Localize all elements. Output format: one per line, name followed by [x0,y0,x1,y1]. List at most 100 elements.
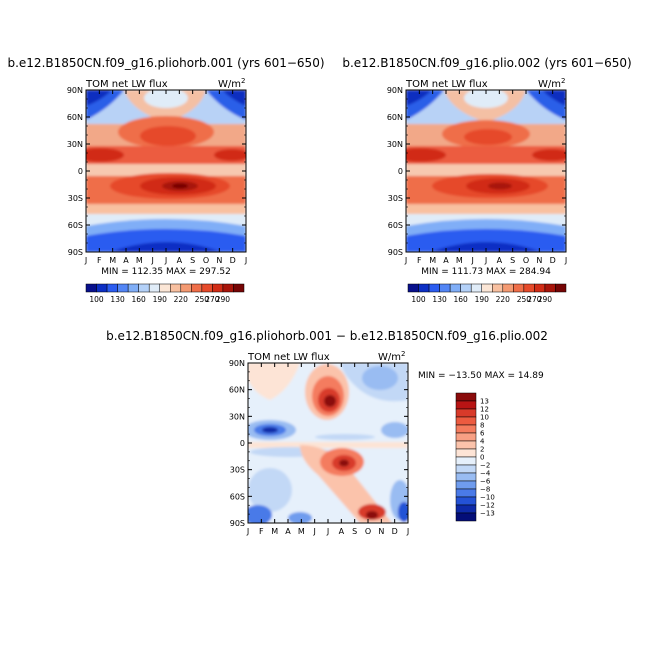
colorbar-label: 190 [475,295,490,304]
colorbar-swatch [96,283,108,293]
colorbar-swatch [513,283,525,293]
panel-subtitle: TOM net LW flux [405,79,488,90]
stats-text: MIN = 111.73 MAX = 284.94 [421,267,551,277]
colorbar-label: −8 [480,486,490,494]
colorbar-swatch [534,283,546,293]
colorbar-swatch [191,283,203,293]
units-label: W/m2 [218,77,245,90]
colorbar-swatch [460,283,472,293]
colorbar-swatch [180,283,192,293]
y-tick-label: 90S [388,248,403,257]
colorbar-swatch [502,283,514,293]
colorbar-swatch [455,392,477,402]
colorbar-swatch [148,283,160,293]
colorbar-label: 250 [195,295,210,304]
heatmap-field [86,90,246,252]
colorbar-swatch [212,283,224,293]
colorbar-label: 10 [480,414,489,422]
colorbar-swatch [170,283,182,293]
y-tick-label: 60N [387,113,403,122]
heatmap-field [248,363,408,523]
colorbar-label: 160 [132,295,147,304]
x-tick-label: O [523,256,529,265]
x-tick-label: N [378,527,384,536]
colorbar-swatch [455,496,477,506]
panel-subtitle: TOM net LW flux [247,352,330,363]
stats-text: MIN = 112.35 MAX = 297.52 [101,267,231,277]
x-tick-label: J [326,527,329,536]
y-tick-label: 30S [388,194,403,203]
x-tick-label: D [392,527,398,536]
colorbar-label: 12 [480,406,489,414]
colorbar-swatch [455,456,477,466]
colorbar-swatch [106,283,118,293]
x-tick-label: J [84,256,87,265]
panel-pliohorb: b.e12.B1850CN.f09_g16.pliohorb.001 (yrs … [7,56,324,304]
panel-title: b.e12.B1850CN.f09_g16.pliohorb.001 (yrs … [7,56,324,70]
x-tick-label: D [550,256,556,265]
x-tick-label: M [456,256,463,265]
y-tick-label: 90S [68,248,83,257]
units-label: W/m2 [378,350,405,363]
x-tick-label: J [150,256,153,265]
colorbar-swatch [201,283,213,293]
colorbar-label: −10 [480,494,495,502]
colorbar-label: 220 [496,295,511,304]
panel-title: b.e12.B1850CN.f09_g16.plio.002 (yrs 601−… [342,56,631,70]
y-tick-label: 30S [68,194,83,203]
x-tick-label: N [216,256,222,265]
y-tick-label: 60S [388,221,403,230]
y-tick-label: 30N [67,140,83,149]
colorbar-swatch [455,488,477,498]
colorbar-swatch [439,283,451,293]
colorbar-label: 160 [454,295,469,304]
x-tick-label: A [177,256,183,265]
colorbar-swatch [428,283,440,293]
colorbar-label: 190 [153,295,168,304]
x-tick-label: A [497,256,503,265]
x-tick-label: F [259,527,264,536]
panel-plio: b.e12.B1850CN.f09_g16.plio.002 (yrs 601−… [342,56,631,304]
colorbar-label: −6 [480,478,491,486]
colorbar-swatch [233,283,245,293]
stats-text: MIN = −13.50 MAX = 14.89 [418,371,544,381]
x-tick-label: J [470,256,473,265]
colorbar-swatch [455,400,477,410]
x-tick-label: M [136,256,143,265]
colorbar-label: 4 [480,438,485,446]
x-tick-label: J [164,256,167,265]
x-tick-label: F [417,256,422,265]
x-tick-label: F [97,256,102,265]
colorbar-swatch [455,512,477,522]
colorbar-label: −2 [480,462,490,470]
colorbar-swatch [555,283,567,293]
colorbar-swatch [455,448,477,458]
colorbar-label: 6 [480,430,485,438]
y-tick-label: 30N [387,140,403,149]
colorbar-swatch [117,283,129,293]
x-tick-label: J [246,527,249,536]
y-tick-label: 30S [230,466,245,475]
units-label: W/m2 [538,77,565,90]
x-tick-label: J [312,527,315,536]
x-tick-label: J [244,256,247,265]
colorbar-swatch [449,283,461,293]
x-tick-label: S [190,256,195,265]
colorbar-label: −4 [480,470,491,478]
x-tick-label: M [109,256,116,265]
colorbar-label: 290 [538,295,553,304]
panel-difference: b.e12.B1850CN.f09_g16.pliohorb.001 − b.e… [106,329,548,536]
y-tick-label: 30N [229,412,245,421]
colorbar-label: −13 [480,510,495,518]
colorbar-swatch [523,283,535,293]
colorbar-swatch [455,440,477,450]
x-tick-label: S [510,256,515,265]
colorbar-swatch [455,416,477,426]
y-tick-label: 60N [229,386,245,395]
y-tick-label: 90N [387,86,403,95]
colorbar-swatch [455,504,477,514]
